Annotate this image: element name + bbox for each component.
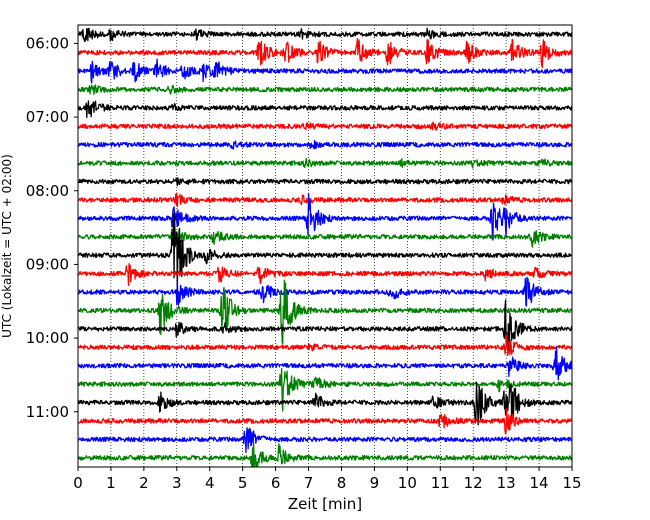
seismic-trace xyxy=(78,381,572,426)
x-axis-title: Zeit [min] xyxy=(288,495,362,513)
x-tick-label: 4 xyxy=(205,474,215,492)
y-tick-label: 10:00 xyxy=(26,329,69,347)
seismic-trace xyxy=(78,121,572,132)
y-tick-label: 06:00 xyxy=(26,34,69,52)
seismic-trace xyxy=(78,192,572,241)
x-axis: 0 1 2 3 4 5 6 7 8 9 10 11 12 13 14 15 xyxy=(73,467,582,492)
seismic-trace xyxy=(78,211,572,288)
seismic-trace xyxy=(78,407,572,435)
seismic-trace xyxy=(78,279,572,345)
x-tick-label: 8 xyxy=(337,474,347,492)
x-tick-label: 6 xyxy=(271,474,281,492)
seismic-trace xyxy=(78,139,572,150)
seismic-trace xyxy=(78,276,572,307)
y-tick-label: 07:00 xyxy=(26,108,69,126)
seismic-trace xyxy=(78,177,572,187)
seismic-trace xyxy=(78,192,572,208)
seismic-trace xyxy=(78,263,572,287)
seismic-trace xyxy=(78,37,572,69)
seismic-trace xyxy=(78,346,572,381)
trace-group xyxy=(78,27,572,467)
x-tick-label: 9 xyxy=(370,474,380,492)
x-tick-label: 10 xyxy=(398,474,417,492)
x-tick-label: 11 xyxy=(431,474,450,492)
seismic-trace xyxy=(78,27,572,43)
seismic-trace xyxy=(78,157,572,169)
plot-frame xyxy=(77,24,573,468)
y-axis-title: UTC (Lokalzeit = UTC + 02:00) xyxy=(0,154,14,338)
seismic-trace xyxy=(78,299,572,354)
x-tick-label: 1 xyxy=(106,474,116,492)
seismic-trace xyxy=(78,58,572,84)
seismic-trace xyxy=(78,100,572,118)
seismic-trace xyxy=(78,84,572,95)
seismic-trace xyxy=(78,225,572,248)
x-tick-label: 15 xyxy=(562,474,581,492)
x-tick-label: 12 xyxy=(464,474,483,492)
x-tick-label: 2 xyxy=(139,474,149,492)
x-tick-label: 14 xyxy=(530,474,549,492)
x-tick-label: 13 xyxy=(497,474,516,492)
y-tick-label: 08:00 xyxy=(26,182,69,200)
y-tick-label: 09:00 xyxy=(26,255,69,273)
y-axis: 06:00 07:00 08:00 09:00 10:00 11:00 xyxy=(26,34,78,421)
y-tick-label: 11:00 xyxy=(26,403,69,421)
x-tick-label: 0 xyxy=(73,474,83,492)
x-tick-label: 3 xyxy=(172,474,182,492)
x-tick-label: 5 xyxy=(238,474,248,492)
seismic-trace xyxy=(78,334,572,356)
seismic-trace xyxy=(78,367,572,412)
seismic-trace xyxy=(78,441,572,467)
seismic-trace xyxy=(78,427,572,454)
x-tick-label: 7 xyxy=(304,474,314,492)
